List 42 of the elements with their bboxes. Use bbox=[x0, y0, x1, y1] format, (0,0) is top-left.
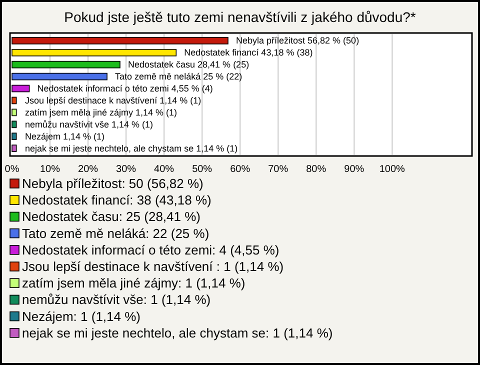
text: Nebyla příležitost: 50 (56,82 %) bbox=[22, 176, 204, 191]
text: Nezájem: 1 (1,14 %) bbox=[22, 308, 140, 324]
x-tick-label: 40% bbox=[154, 164, 174, 175]
category-label: Nebyla příležitost 56,82 % (50) bbox=[236, 36, 360, 46]
category-label: Nedostatek financí 43,18 % (38) bbox=[184, 48, 313, 58]
bar bbox=[12, 72, 108, 80]
bar bbox=[12, 60, 120, 68]
chart-title: Pokud jste ještě tuto zemi nenavštívili z jakého důvodu?* bbox=[64, 9, 416, 25]
category-label: nemůžu navštívit vše 1,14 % (1) bbox=[25, 119, 154, 130]
bar bbox=[12, 144, 17, 152]
x-tick-label: 30% bbox=[116, 164, 136, 175]
category-label: Jsou lepší destinace k navštívení 1,14 % (1) bbox=[25, 95, 202, 106]
bar bbox=[12, 48, 177, 56]
category-label: nejak se mi jeste nechtelo, ale chystam se 1,14 % (1) bbox=[25, 143, 238, 154]
text: nejak se mi jeste nechtelo, ale chystam se: 1 (1,14 %) bbox=[22, 325, 333, 340]
x-tick-label: 90% bbox=[344, 164, 364, 175]
text: nemůžu navštívit vše: 1 (1,14 %) bbox=[22, 292, 211, 308]
category-label: zatím jsem měla jiné zájmy 1,14 % (1) bbox=[25, 107, 178, 118]
category-label: Nedostatek času 28,41 % (25) bbox=[128, 60, 250, 70]
category-label: Tato země mě neláká 25 % (22) bbox=[115, 72, 242, 82]
x-tick-label: 60% bbox=[230, 164, 250, 175]
bar bbox=[12, 36, 228, 44]
x-tick-label: 70% bbox=[268, 164, 288, 175]
x-tick-label: 100% bbox=[379, 164, 406, 175]
bar bbox=[12, 108, 17, 116]
text: zatím jsem měla jiné zájmy: 1 (1,14 %) bbox=[22, 276, 246, 291]
bar bbox=[12, 84, 30, 92]
x-tick-label: 20% bbox=[78, 164, 98, 175]
bar bbox=[12, 120, 17, 128]
text: Nedostatek financí: 38 (43,18 %) bbox=[22, 192, 212, 208]
text: Nedostatek času: 25 (28,41 %) bbox=[22, 209, 200, 224]
x-tick-label: 50% bbox=[192, 164, 212, 175]
text: Nedostatek informací o této zemi: 4 (4,55 %) bbox=[22, 242, 280, 258]
text: Jsou lepší destinace k navštívení : 1 (1,14 %) bbox=[22, 259, 284, 274]
x-tick-label: 10% bbox=[40, 164, 60, 175]
category-label: Nedostatek informací o této zemi 4,55 % (4) bbox=[37, 84, 213, 94]
bar bbox=[12, 96, 17, 104]
x-tick-label: 0% bbox=[4, 164, 20, 175]
category-label: Nezájem 1,14 % (1) bbox=[25, 131, 105, 142]
text: Tato země mě neláká: 22 (25 %) bbox=[22, 226, 210, 241]
x-tick-label: 80% bbox=[306, 164, 326, 175]
bar bbox=[12, 132, 17, 140]
